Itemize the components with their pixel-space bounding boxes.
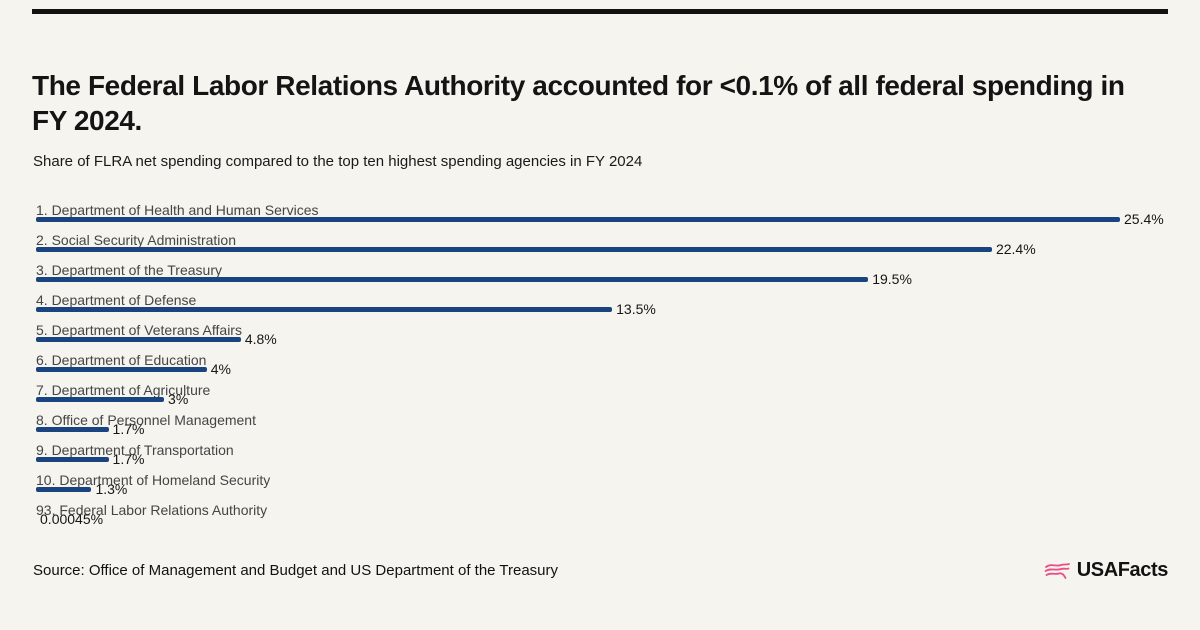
- source-note: Source: Office of Management and Budget …: [33, 562, 559, 579]
- bar-value: 1.7%: [112, 451, 145, 467]
- bar-label: 1. Department of Health and Human Servic…: [36, 202, 319, 218]
- bar: [36, 217, 1120, 222]
- bar-row: 5. Department of Veterans Affairs 4.8%: [36, 322, 1172, 352]
- bar-label: 10. Department of Homeland Security: [36, 472, 271, 488]
- page-title: The Federal Labor Relations Authority ac…: [32, 69, 1125, 136]
- bar-row: 6. Department of Education 4%: [36, 352, 1172, 382]
- bar-value: 4.8%: [244, 331, 277, 347]
- bar-row: 2. Social Security Administration 22.4%: [36, 232, 1172, 262]
- bar-value: 0.00045%: [40, 511, 104, 527]
- bar: [36, 367, 207, 372]
- bar-value: 3%: [168, 391, 189, 407]
- bar: [36, 457, 109, 462]
- bar-row: 7. Department of Agriculture 3%: [36, 382, 1172, 412]
- usafacts-logo: USAFacts: [1043, 559, 1168, 582]
- chart-subtitle: Share of FLRA net spending compared to t…: [33, 153, 643, 170]
- bar-value: 22.4%: [995, 241, 1036, 257]
- bar-row: 4. Department of Defense 13.5%: [36, 292, 1172, 322]
- bar-label: 6. Department of Education: [36, 352, 207, 368]
- bar-row: 1. Department of Health and Human Servic…: [36, 202, 1172, 232]
- bar-row: 9. Department of Transportation 1.7%: [36, 442, 1172, 472]
- bar-row: 3. Department of the Treasury 19.5%: [36, 262, 1172, 292]
- bar-label: 3. Department of the Treasury: [36, 262, 222, 278]
- bar-chart: 1. Department of Health and Human Servic…: [36, 202, 1172, 532]
- bar-row: 8. Office of Personnel Management 1.7%: [36, 412, 1172, 442]
- bar-value: 19.5%: [872, 271, 912, 287]
- bar: [36, 277, 869, 282]
- bar: [36, 427, 109, 432]
- bar-label: 5. Department of Veterans Affairs: [36, 322, 242, 338]
- bar-value: 13.5%: [616, 301, 656, 317]
- bar: [36, 397, 165, 402]
- bar: [36, 307, 613, 312]
- bar-row: 93. Federal Labor Relations Authority 0.0…: [36, 502, 1172, 532]
- bar-value: 25.4%: [1124, 211, 1164, 227]
- bar-label: 4. Department of Defense: [36, 292, 197, 308]
- usafacts-logo-text: USAFacts: [1076, 559, 1169, 581]
- bar-label: 8. Office of Personnel Management: [36, 412, 256, 428]
- bar-value: 4%: [210, 361, 231, 377]
- bar-label: 7. Department of Agriculture: [36, 382, 211, 398]
- bar: [36, 487, 92, 492]
- top-rule-divider: [32, 9, 1168, 14]
- bar-value: 1.3%: [95, 481, 128, 497]
- bar-value: 1.7%: [112, 421, 145, 437]
- bar: [36, 337, 241, 342]
- bar-label: 2. Social Security Administration: [36, 232, 236, 248]
- bar-row: 10. Department of Homeland Security 1.3%: [36, 472, 1172, 502]
- bar: [36, 247, 992, 252]
- bar-label: 9. Department of Transportation: [36, 442, 234, 458]
- bar-label: 93. Federal Labor Relations Authority: [36, 502, 268, 518]
- usafacts-map-icon: [1044, 562, 1070, 579]
